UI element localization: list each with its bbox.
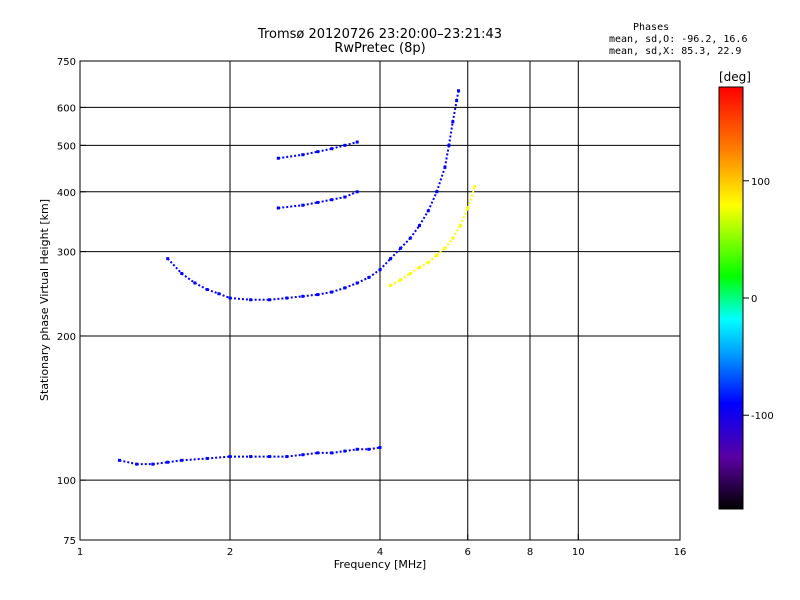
trace-segment: [286, 453, 303, 458]
x-tick-label: 16: [674, 547, 687, 558]
data-point: [378, 445, 382, 449]
trace-segment: [302, 293, 318, 298]
trace-segment: [466, 186, 476, 209]
trace-segment: [451, 225, 462, 239]
trace-segment: [331, 196, 346, 201]
y-tick-label: 600: [57, 103, 76, 114]
y-tick-label: 500: [57, 141, 76, 152]
trace-segment: [418, 210, 430, 227]
y-axis-label: Stationary phase Virtual Height [km]: [38, 199, 51, 401]
y-tick-label: 750: [57, 57, 76, 68]
trace-segment: [278, 204, 303, 209]
trace-segment: [181, 272, 196, 284]
trace-segment: [302, 201, 318, 207]
trace-segment: [278, 153, 303, 160]
trace-segment: [390, 278, 402, 287]
trace-segment: [356, 276, 370, 284]
trace-segment: [167, 257, 183, 275]
colorbar-ticks: 100 0 -100: [743, 177, 774, 422]
trace-segment: [409, 224, 421, 239]
y-tick-label: 100: [57, 476, 76, 487]
trace-segment: [181, 457, 208, 462]
stats-heading: Phases: [633, 22, 670, 33]
colorbar-tick-label: 100: [751, 177, 770, 188]
trace-segment: [368, 446, 381, 451]
x-tick-label: 2: [227, 547, 233, 558]
trace-segment: [459, 207, 469, 226]
stats-o-mode: mean, sd,O: -96.2, 16.6: [609, 34, 748, 45]
trace-segment: [286, 295, 303, 300]
colorbar: [718, 86, 744, 510]
chart-title: Tromsø 20120726 23:20:00–23:21:43: [257, 27, 503, 42]
data-point: [435, 253, 439, 257]
x-tick-label: 8: [527, 547, 533, 558]
y-tick-label: 200: [57, 332, 76, 343]
trace-segment: [389, 247, 402, 260]
trace-segment: [409, 266, 421, 275]
chart-subtitle: RwPretec (8p): [334, 41, 426, 56]
x-axis-label: Frequency [MHz]: [334, 558, 426, 571]
trace-segment: [443, 145, 450, 168]
trace-segment: [331, 144, 346, 150]
trace-segment: [317, 291, 332, 296]
trace-segment: [447, 121, 454, 146]
trace-segment: [368, 268, 381, 279]
data-point: [457, 89, 461, 93]
trace-segment: [427, 191, 438, 212]
trace-segment: [269, 297, 287, 301]
trace-segment: [331, 450, 345, 454]
trace-segment: [379, 257, 392, 271]
trace-segment: [400, 272, 411, 281]
x-tick-label: 1: [77, 547, 83, 558]
trace-segment: [436, 247, 446, 256]
y-tick-label: 300: [57, 248, 76, 259]
data-points-layer: [117, 89, 477, 466]
trace-segment: [455, 90, 460, 101]
trace-segment: [418, 261, 429, 269]
axis-layer: 1 2 4 6 8 10 16 75 100 200 300 400 500 600 750: [57, 57, 686, 558]
trace-segment: [194, 282, 208, 291]
y-tick-label: 400: [57, 188, 76, 199]
colorbar-label: [deg]: [719, 70, 751, 84]
y-tick-label: 75: [63, 536, 76, 547]
trace-segment: [317, 198, 332, 204]
trace-segment: [167, 459, 182, 464]
data-point: [473, 185, 477, 189]
trace-segment: [317, 147, 332, 153]
colorbar-tick-label: 0: [751, 294, 757, 305]
trace-segment: [152, 461, 168, 466]
trace-segment: [218, 292, 231, 299]
trace-segment: [435, 166, 446, 193]
stats-x-mode: mean, sd,X: 85.3, 22.9: [609, 46, 742, 57]
trace-segment: [344, 448, 358, 453]
trace-segment: [344, 190, 358, 198]
trace-segment: [451, 100, 458, 122]
trace-segment: [302, 150, 318, 156]
x-tick-label: 6: [465, 547, 471, 558]
trace-segment: [119, 459, 137, 466]
trace-segment: [302, 451, 318, 456]
trace-segment: [344, 282, 358, 289]
trace-segment: [331, 286, 346, 294]
trace-segment: [427, 254, 438, 264]
trace-segment: [207, 455, 231, 460]
grid-layer: [80, 61, 680, 540]
colorbar-tick-label: -100: [751, 411, 774, 422]
x-tick-label: 10: [572, 547, 585, 558]
x-tick-label: 4: [377, 547, 383, 558]
trace-segment: [229, 297, 251, 301]
trace-segment: [206, 288, 220, 295]
